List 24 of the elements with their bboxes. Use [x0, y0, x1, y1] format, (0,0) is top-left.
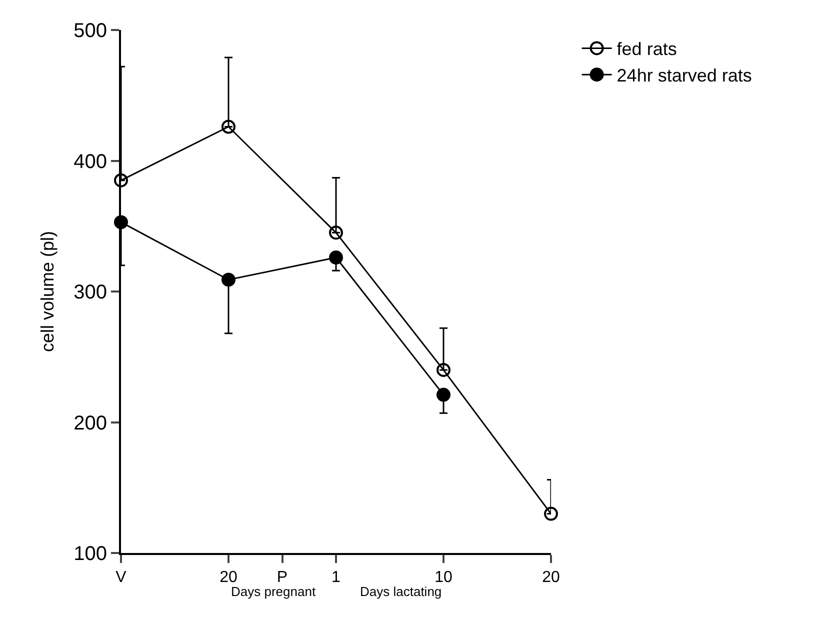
point	[544, 506, 558, 521]
y-tick-label: 100	[74, 543, 107, 565]
x-tick-label: V	[116, 569, 127, 586]
point	[436, 388, 450, 402]
y-tick-label: 400	[74, 150, 107, 173]
y-tick-label: 200	[74, 412, 107, 434]
y-axis-title: cell volume (pl)	[37, 230, 58, 352]
point	[329, 226, 343, 240]
legend-label: 24hr starved rats	[616, 66, 752, 86]
x-tick-label: 20	[542, 569, 560, 586]
point	[436, 362, 450, 377]
point	[114, 173, 128, 188]
x-tick-label: 10	[434, 569, 452, 586]
text: Days lactating	[360, 584, 442, 599]
point	[329, 250, 343, 264]
legend-label: fed rats	[616, 39, 677, 60]
point	[222, 272, 236, 287]
point	[222, 120, 236, 134]
x-tick-label: P	[276, 569, 288, 586]
y-tick-label: 500	[74, 20, 107, 42]
x-tick-label: 1	[332, 569, 341, 586]
y-tick-label: 300	[74, 282, 107, 304]
x-tick-label: 20	[220, 569, 238, 586]
text: Days pregnant	[231, 584, 316, 599]
